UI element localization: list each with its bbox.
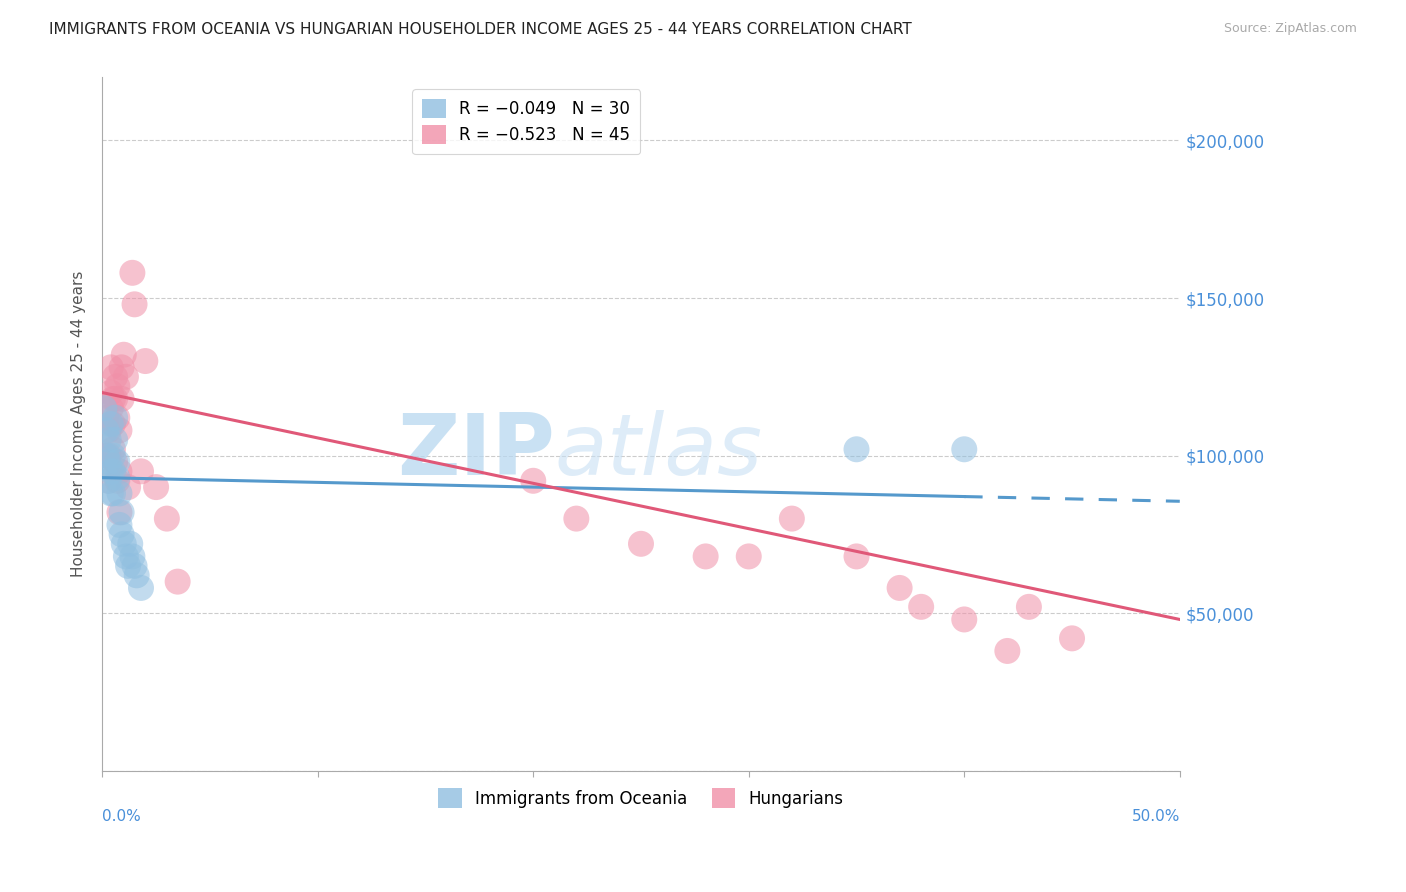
Point — [108, 505, 131, 519]
Text: IMMIGRANTS FROM OCEANIA VS HUNGARIAN HOUSEHOLDER INCOME AGES 25 - 44 YEARS CORRE: IMMIGRANTS FROM OCEANIA VS HUNGARIAN HOU… — [49, 22, 912, 37]
Point — [738, 549, 761, 564]
Point — [110, 505, 132, 519]
Text: ZIP: ZIP — [396, 410, 555, 493]
Point — [97, 455, 120, 469]
Point — [104, 433, 127, 447]
Point — [100, 464, 122, 478]
Point — [129, 464, 152, 478]
Point — [125, 568, 148, 582]
Point — [100, 360, 122, 375]
Point — [124, 558, 146, 573]
Point — [121, 266, 143, 280]
Point — [117, 480, 139, 494]
Point — [97, 474, 120, 488]
Point — [889, 581, 911, 595]
Point — [96, 449, 118, 463]
Point — [101, 417, 124, 431]
Y-axis label: Householder Income Ages 25 - 44 years: Householder Income Ages 25 - 44 years — [72, 271, 86, 577]
Point — [953, 442, 976, 457]
Point — [100, 385, 122, 400]
Point — [110, 392, 132, 406]
Point — [108, 464, 131, 478]
Point — [97, 423, 120, 437]
Point — [100, 417, 122, 431]
Point — [104, 392, 127, 406]
Point — [117, 558, 139, 573]
Point — [1060, 632, 1083, 646]
Point — [105, 474, 128, 488]
Text: 0.0%: 0.0% — [103, 809, 141, 824]
Point — [101, 486, 124, 500]
Point — [110, 360, 132, 375]
Point — [105, 455, 128, 469]
Point — [845, 549, 868, 564]
Point — [97, 433, 120, 447]
Point — [93, 401, 115, 416]
Point — [105, 379, 128, 393]
Point — [129, 581, 152, 595]
Point — [104, 455, 127, 469]
Point — [105, 410, 128, 425]
Point — [101, 464, 124, 478]
Point — [96, 410, 118, 425]
Point — [522, 474, 544, 488]
Point — [108, 517, 131, 532]
Point — [100, 401, 122, 416]
Text: Source: ZipAtlas.com: Source: ZipAtlas.com — [1223, 22, 1357, 36]
Point — [101, 442, 124, 457]
Point — [166, 574, 188, 589]
Point — [96, 449, 118, 463]
Point — [97, 449, 120, 463]
Point — [145, 480, 167, 494]
Point — [134, 354, 156, 368]
Point — [112, 537, 135, 551]
Point — [101, 392, 124, 406]
Point — [953, 612, 976, 626]
Point — [115, 549, 138, 564]
Point — [910, 599, 932, 614]
Point — [97, 474, 120, 488]
Text: atlas: atlas — [555, 410, 763, 493]
Point — [115, 369, 138, 384]
Point — [96, 423, 118, 437]
Point — [1018, 599, 1040, 614]
Point — [108, 486, 131, 500]
Point — [630, 537, 652, 551]
Point — [110, 527, 132, 541]
Point — [124, 297, 146, 311]
Point — [120, 537, 142, 551]
Point — [101, 449, 124, 463]
Point — [995, 644, 1018, 658]
Point — [695, 549, 717, 564]
Legend: Immigrants from Oceania, Hungarians: Immigrants from Oceania, Hungarians — [432, 781, 851, 814]
Point — [104, 369, 127, 384]
Point — [108, 423, 131, 437]
Point — [845, 442, 868, 457]
Point — [780, 511, 803, 525]
Text: 50.0%: 50.0% — [1132, 809, 1180, 824]
Point — [105, 470, 128, 484]
Point — [565, 511, 588, 525]
Point — [121, 549, 143, 564]
Point — [100, 486, 122, 500]
Point — [104, 410, 127, 425]
Point — [112, 348, 135, 362]
Point — [156, 511, 179, 525]
